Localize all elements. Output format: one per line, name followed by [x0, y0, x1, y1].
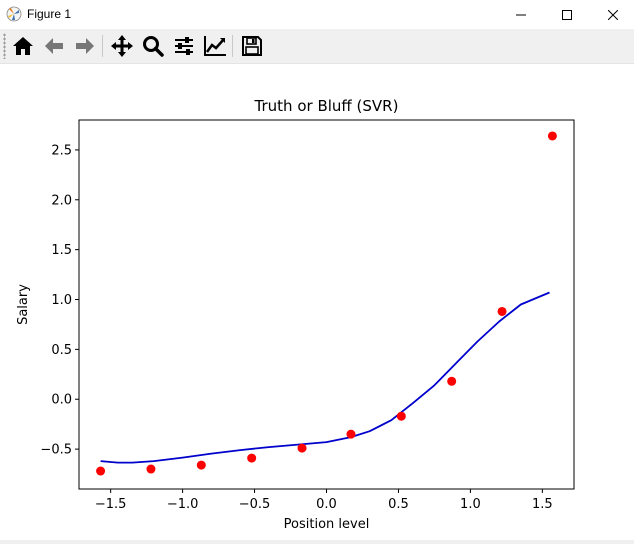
home-icon	[13, 37, 33, 55]
data-point	[447, 376, 457, 386]
save-button[interactable]	[239, 33, 265, 59]
minimize-icon	[516, 14, 526, 15]
window-title: Figure 1	[27, 7, 72, 21]
window-titlebar: Figure 1	[0, 0, 634, 29]
x-tick-label: 0.0	[316, 497, 337, 512]
move-icon	[111, 35, 133, 57]
configure-subplots-button[interactable]	[171, 33, 197, 59]
window-bottom-edge	[0, 540, 634, 544]
plot-area	[96, 131, 557, 476]
minimize-button[interactable]	[498, 0, 544, 29]
chart-title: Truth or Bluff (SVR)	[254, 97, 399, 115]
data-point	[196, 460, 206, 470]
y-tick-label: 0.0	[51, 393, 72, 408]
figure-background	[0, 64, 634, 540]
close-icon	[608, 9, 618, 20]
data-point	[247, 453, 257, 463]
y-axis-ticks: −0.5 0.0 0.5 1.0 1.5 2.0 2.5	[40, 143, 79, 458]
maximize-icon	[562, 9, 572, 20]
close-button[interactable]	[590, 0, 634, 29]
zoom-button[interactable]	[140, 33, 166, 59]
y-tick-label: 1.5	[51, 243, 72, 258]
data-point	[396, 411, 406, 421]
toolbar-grip[interactable]	[3, 33, 6, 59]
figure-canvas[interactable]: Truth or Bluff (SVR) −1.5 −1.0 −0.5 0.0 0.5 1…	[0, 64, 634, 540]
floppy-disk-icon	[242, 36, 262, 56]
y-tick-label: 2.0	[51, 193, 72, 208]
home-button[interactable]	[10, 33, 36, 59]
toolbar-separator	[102, 35, 103, 57]
navigation-toolbar	[0, 29, 634, 64]
x-tick-label: 1.5	[532, 497, 553, 512]
x-tick-label: −0.5	[239, 497, 271, 512]
arrow-right-icon	[76, 38, 94, 54]
y-tick-label: 0.5	[51, 343, 72, 358]
y-tick-label: 1.0	[51, 293, 72, 308]
x-tick-label: 0.5	[388, 497, 409, 512]
back-button[interactable]	[41, 33, 67, 59]
x-tick-label: −1.5	[95, 497, 127, 512]
data-point	[346, 429, 356, 439]
x-tick-label: −1.0	[167, 497, 199, 512]
svr-prediction-line	[100, 291, 550, 464]
line-chart-icon	[204, 36, 226, 56]
data-point	[96, 466, 106, 476]
magnifier-icon	[143, 36, 164, 57]
toolbar-separator	[232, 35, 233, 57]
arrow-left-icon	[45, 38, 63, 54]
data-point	[547, 131, 557, 141]
y-axis-label: Salary	[16, 284, 31, 325]
data-point	[146, 464, 156, 474]
data-point	[297, 443, 307, 453]
y-tick-label: 2.5	[51, 143, 72, 158]
data-point	[497, 306, 507, 316]
y-tick-label: −0.5	[40, 443, 72, 458]
x-axis-label: Position level	[284, 517, 370, 532]
sliders-icon	[175, 37, 193, 55]
maximize-button[interactable]	[544, 0, 590, 29]
forward-button[interactable]	[72, 33, 98, 59]
matplotlib-logo-icon	[6, 6, 22, 22]
x-tick-label: 1.0	[460, 497, 481, 512]
pan-button[interactable]	[109, 33, 135, 59]
edit-axis-button[interactable]	[202, 33, 228, 59]
x-axis-ticks: −1.5 −1.0 −0.5 0.0 0.5 1.0 1.5	[95, 489, 553, 512]
